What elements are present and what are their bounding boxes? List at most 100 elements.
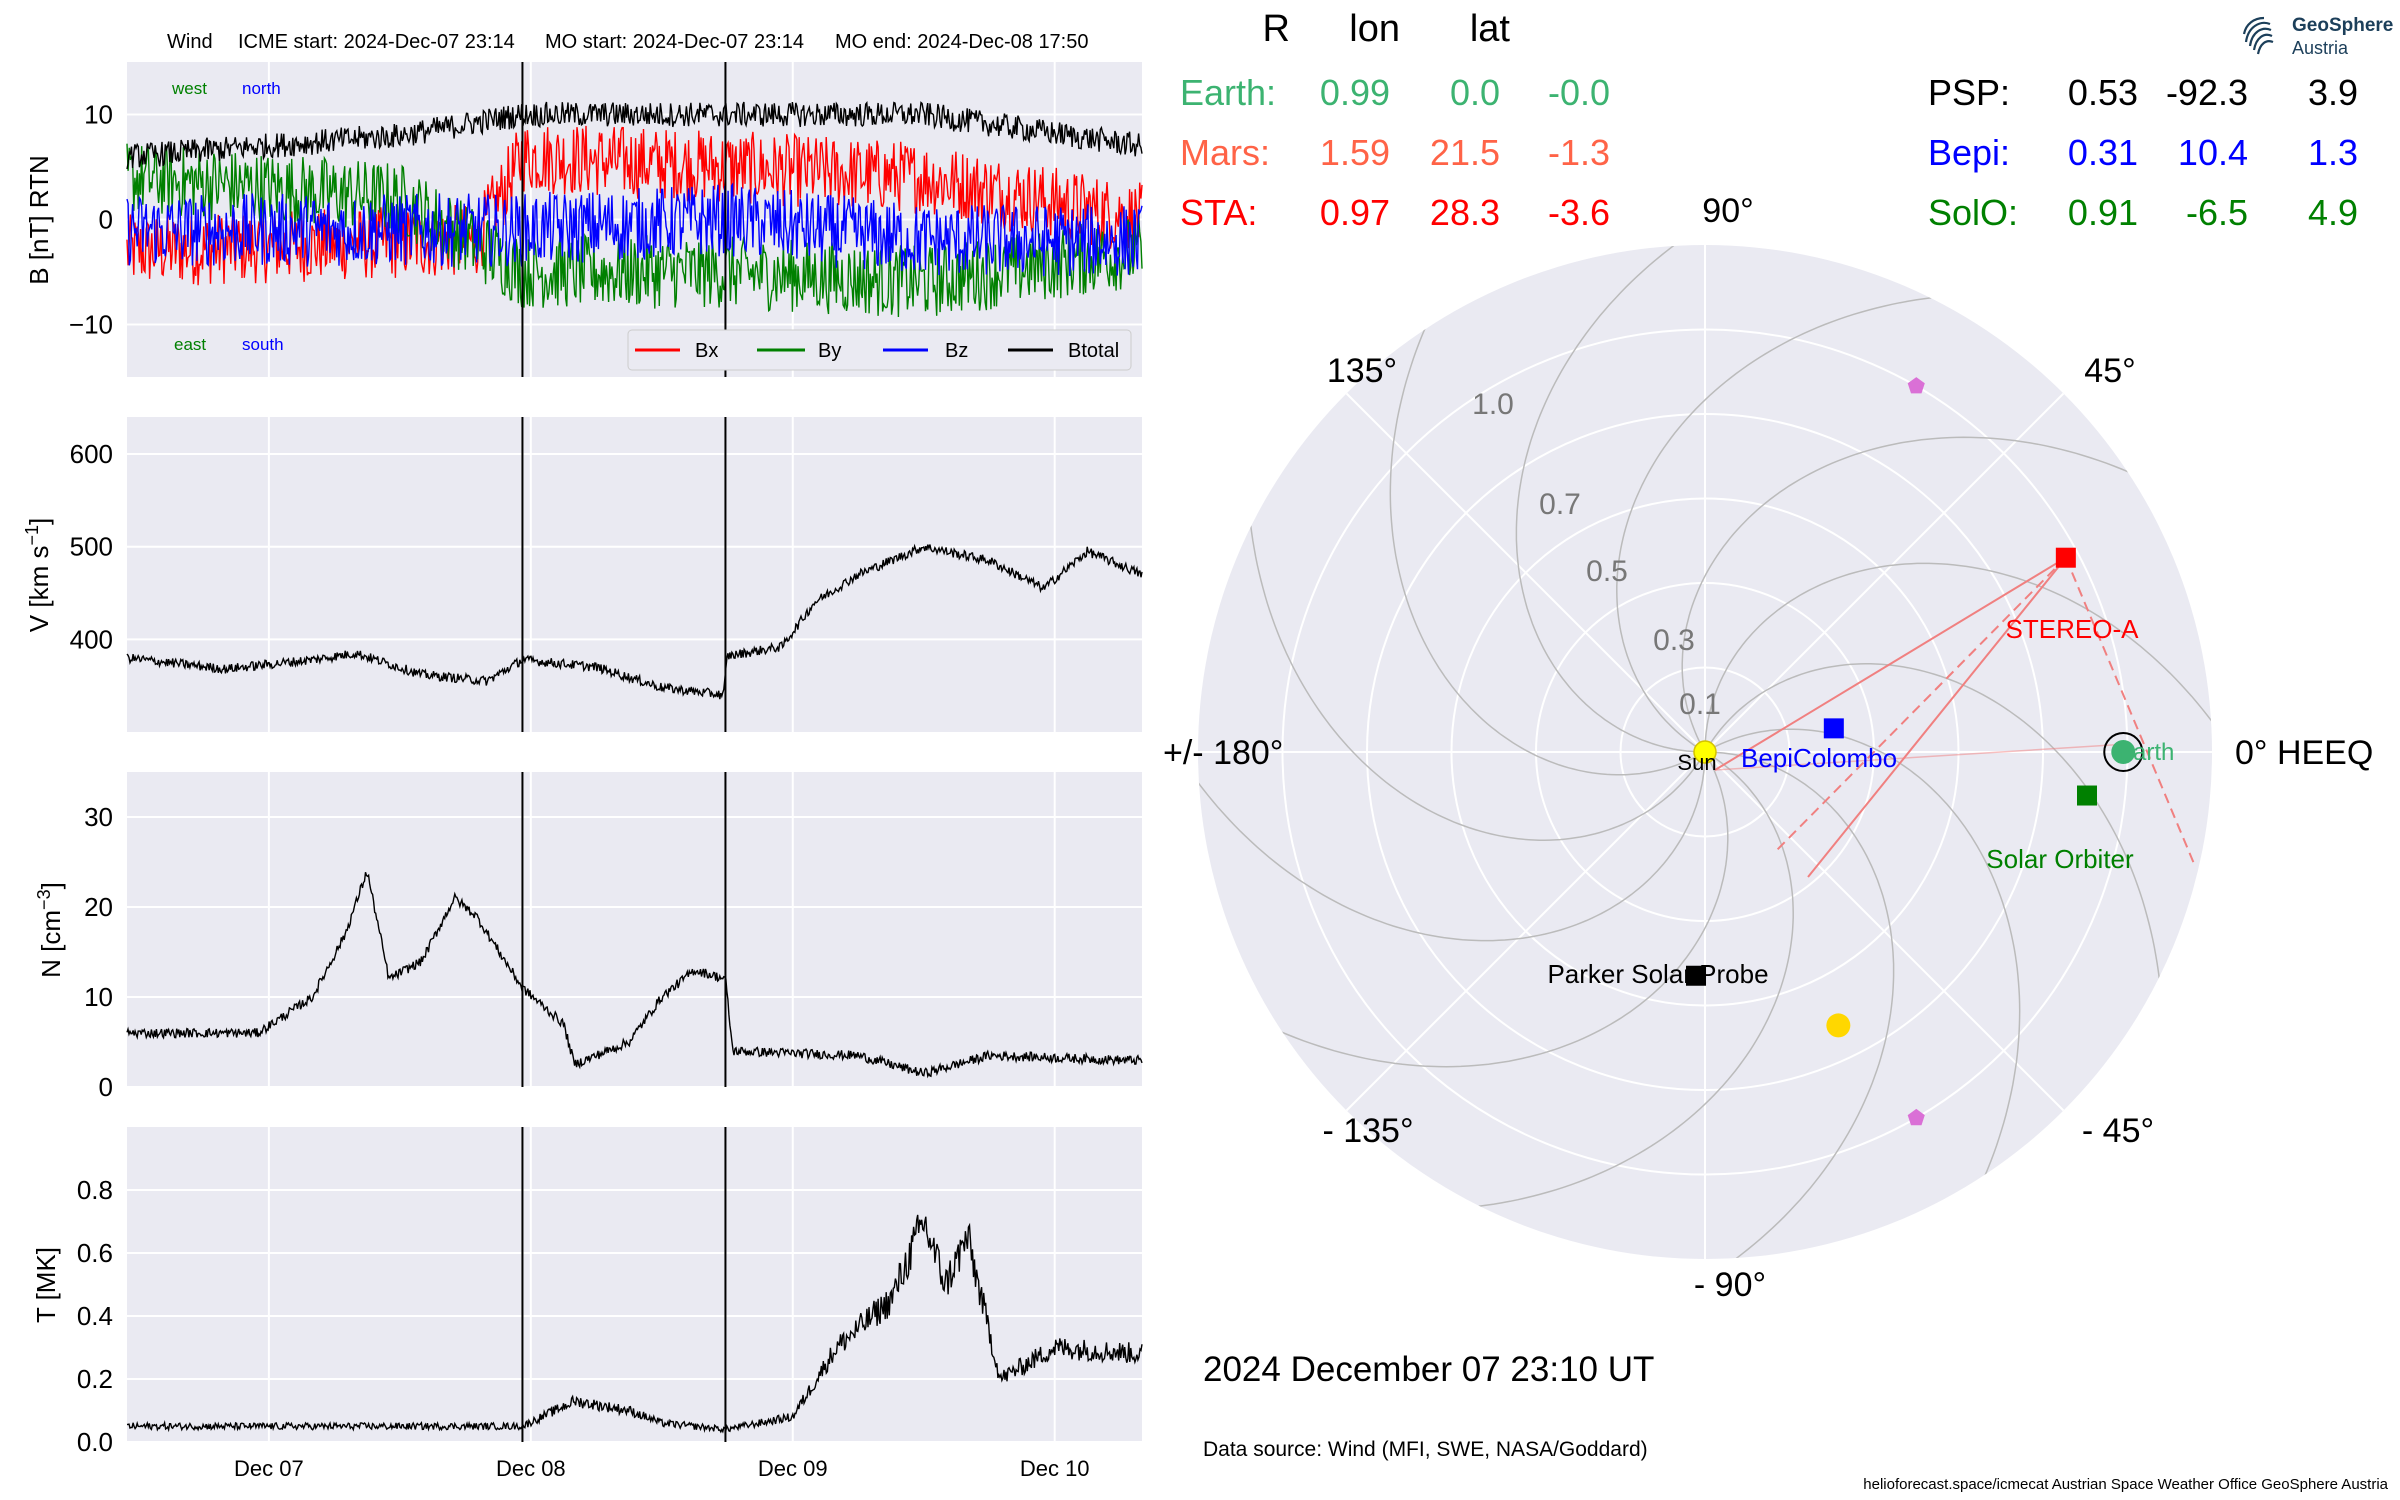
y-tick-label: 10 bbox=[84, 100, 113, 130]
radial-tick-label: 1.0 bbox=[1472, 388, 1514, 421]
angle-label: - 45° bbox=[2082, 1112, 2154, 1150]
x-tick-label: Dec 07 bbox=[234, 1456, 304, 1481]
object-label-earth: Earth bbox=[2117, 739, 2174, 766]
object-label-psp: Parker Solar Probe bbox=[1547, 959, 1768, 989]
object-label-sta: STEREO-A bbox=[2006, 614, 2140, 644]
series-line-btotal bbox=[126, 100, 1143, 170]
position-cell-lat: 3.9 bbox=[2307, 72, 2358, 113]
insitu-y-ticks: 10 0 −10 600 500 400 30 20 10 0 0.8 0.6 0.4 0.2 0.0 bbox=[69, 100, 113, 1458]
position-cell-r: 0.99 bbox=[1319, 72, 1390, 113]
object-label-bepi: BepiColombo bbox=[1741, 743, 1897, 773]
marker-stereo-a bbox=[2055, 547, 2076, 568]
stereo-a-fov-lines bbox=[1714, 556, 2196, 878]
position-cell-name: Earth: bbox=[1180, 72, 1277, 113]
mo-start-label: MO start: 2024-Dec-07 23:14 bbox=[545, 31, 804, 53]
position-cell-r: 0.31 bbox=[2067, 132, 2138, 173]
n-axis-label: N [cm−3] bbox=[34, 882, 66, 978]
position-cell-lon: 21.5 bbox=[1429, 132, 1500, 173]
fov-line-faint bbox=[1714, 743, 2128, 771]
y-tick-label: 0.8 bbox=[77, 1175, 113, 1205]
legend-label-bx: Bx bbox=[695, 340, 718, 362]
geosphere-logo: GeoSphere Austria bbox=[2238, 12, 2393, 62]
parker-spiral bbox=[1616, 293, 2010, 753]
insitu-plots: Wind ICME start: 2024-Dec-07 23:14 MO st… bbox=[22, 31, 1143, 1481]
parker-spiral bbox=[1670, 751, 1895, 1259]
position-cell-lon: 10.4 bbox=[2177, 132, 2248, 173]
marker-pentagon bbox=[1907, 1108, 1925, 1126]
position-cell-lat: -1.3 bbox=[1547, 132, 1610, 173]
parker-spiral bbox=[1704, 728, 2021, 1245]
marker-object bbox=[1826, 1013, 1851, 1038]
y-tick-label: 0.2 bbox=[77, 1364, 113, 1394]
direction-label-south: south bbox=[242, 335, 284, 354]
angle-label: 0° HEEQ bbox=[2235, 734, 2373, 772]
svg-text:Wind: Wind bbox=[167, 31, 213, 53]
position-cell-lon: -6.5 bbox=[2185, 192, 2248, 233]
position-cell-lat: -3.6 bbox=[1547, 192, 1610, 233]
legend-label-bz: Bz bbox=[945, 340, 968, 362]
y-tick-label: 10 bbox=[84, 982, 113, 1012]
series-line-bx bbox=[126, 125, 1143, 286]
position-cell-name: STA: bbox=[1180, 192, 1258, 233]
marker-parker-solar-probe bbox=[1686, 965, 1707, 986]
insitu-x-ticks: Dec 07 Dec 08 Dec 09 Dec 10 bbox=[234, 1456, 1090, 1481]
polar-position-plot: 0.1 0.3 0.5 0.7 1.0 0° HEEQ 45° 90° 135° +/- 180… bbox=[1163, 192, 2373, 1304]
legend-label-by: By bbox=[818, 340, 841, 362]
v-axis-label: V [km s−1] bbox=[22, 518, 54, 632]
object-label-sun: Sun bbox=[1677, 750, 1716, 775]
y-tick-label: 0.4 bbox=[77, 1301, 113, 1331]
parker-spiral bbox=[1246, 447, 1706, 841]
radial-tick-label: 0.1 bbox=[1679, 688, 1721, 721]
position-cell-name: PSP: bbox=[1928, 72, 2011, 113]
marker-pentagon bbox=[1907, 377, 1925, 394]
y-tick-label: 0 bbox=[99, 205, 113, 235]
radial-tick-label: 0.5 bbox=[1586, 555, 1628, 588]
data-source: Data source: Wind (MFI, SWE, NASA/Goddar… bbox=[1203, 1438, 1648, 1461]
direction-label-west: west bbox=[171, 79, 207, 98]
y-tick-label: 0.0 bbox=[77, 1427, 113, 1457]
parker-spiral bbox=[1681, 436, 2198, 753]
position-cell-name: Bepi: bbox=[1928, 132, 2011, 173]
position-cell-r: 0.91 bbox=[2067, 192, 2138, 233]
position-table-header: R lon lat bbox=[1180, 8, 1580, 58]
panel-t-background bbox=[127, 1127, 1142, 1442]
icme-start-label: ICME start: 2024-Dec-07 23:14 bbox=[238, 31, 515, 53]
parker-spiral bbox=[1515, 245, 1740, 753]
radial-tick-label: 0.3 bbox=[1653, 624, 1695, 657]
polar-spoke bbox=[1345, 392, 1706, 753]
parker-spiral bbox=[1704, 663, 2164, 1057]
position-cell-r: 1.59 bbox=[1319, 132, 1390, 173]
insitu-data-lines bbox=[126, 100, 1143, 1434]
series-line-n bbox=[126, 872, 1143, 1079]
object-label-solo: Solar Orbiter bbox=[1986, 844, 2134, 874]
angle-label: 135° bbox=[1327, 352, 1397, 390]
fov-line-dashed bbox=[2064, 557, 2196, 867]
polar-object-labels: Sun BepiColombo STEREO-A Earth Solar Orbiter… bbox=[1547, 614, 2174, 989]
series-line-by bbox=[126, 143, 1143, 318]
parker-spiral bbox=[1212, 751, 1729, 1068]
marker-bepicolombo bbox=[1823, 718, 1844, 739]
y-tick-label: 0.6 bbox=[77, 1238, 113, 1268]
angle-label: - 135° bbox=[1322, 1112, 1413, 1150]
b-legend: Bx By Bz Btotal bbox=[627, 329, 1132, 371]
date-stamp: 2024 December 07 23:10 UT bbox=[1203, 1350, 1655, 1389]
fov-line bbox=[1714, 556, 2067, 771]
position-cell-lat: -0.0 bbox=[1547, 72, 1610, 113]
position-cell-name: SolO: bbox=[1928, 192, 2019, 233]
y-tick-label: 400 bbox=[70, 624, 113, 654]
header-lon: lon bbox=[1349, 8, 1400, 50]
x-tick-label: Dec 08 bbox=[496, 1456, 566, 1481]
angle-label: 45° bbox=[2084, 352, 2135, 390]
parker-spiral bbox=[1400, 751, 1794, 1211]
radial-tick-label: 0.7 bbox=[1539, 488, 1581, 521]
parker-spiral bbox=[1389, 259, 1706, 776]
parker-spirals bbox=[1198, 245, 2212, 1259]
position-cell-name: Mars: bbox=[1180, 132, 1270, 173]
b-axis-label: B [nT] RTN bbox=[24, 155, 54, 285]
direction-label-east: east bbox=[174, 335, 206, 354]
event-lines bbox=[521, 62, 727, 1442]
legend-label-btotal: Btotal bbox=[1068, 340, 1119, 362]
spacecraft-name: Wind bbox=[167, 31, 213, 53]
y-tick-label: 500 bbox=[70, 532, 113, 562]
